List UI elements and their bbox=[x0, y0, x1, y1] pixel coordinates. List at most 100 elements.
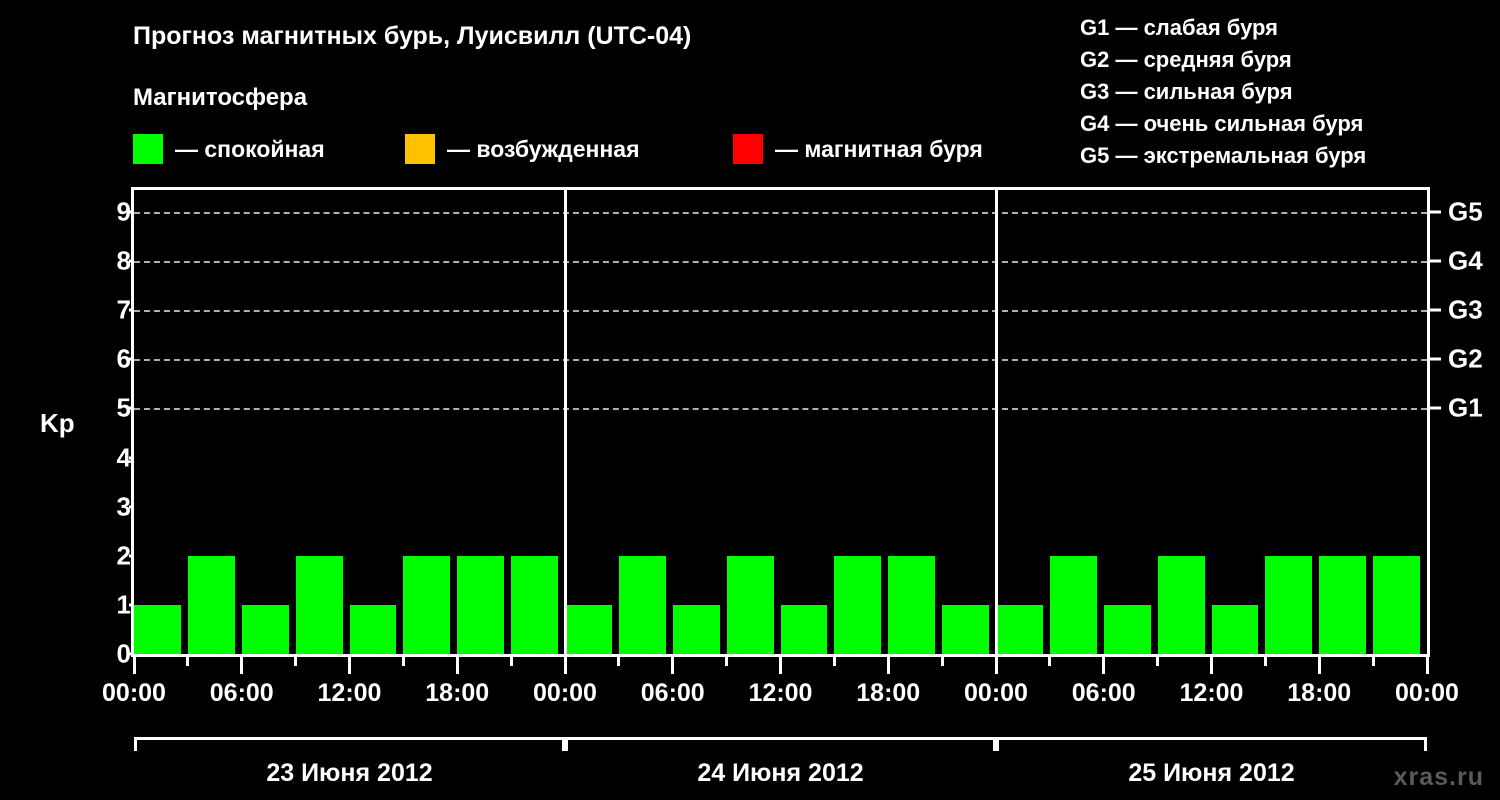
day-bracket bbox=[996, 737, 1427, 751]
x-tick-major bbox=[994, 657, 998, 674]
x-tick-label: 06:00 bbox=[640, 679, 705, 707]
g-tick-G3 bbox=[1429, 308, 1441, 312]
day-label: 24 Июня 2012 bbox=[697, 759, 864, 787]
storm-scale-line-4: G4 — очень сильная буря bbox=[1080, 111, 1364, 136]
day-bracket bbox=[565, 737, 996, 751]
legend-item-1: — возбужденная bbox=[405, 133, 640, 165]
x-tick-major bbox=[671, 657, 675, 674]
bar bbox=[618, 555, 666, 654]
y-axis-right: G1 G2 G3 G4 G5 bbox=[1429, 187, 1500, 657]
x-tick-label: 00:00 bbox=[102, 679, 166, 707]
legend-label: — магнитная буря bbox=[775, 135, 983, 162]
page-title: Прогноз магнитных бурь, Луисвилл (UTC-04… bbox=[133, 22, 692, 50]
bar bbox=[349, 604, 397, 654]
x-tick-minor bbox=[1048, 657, 1052, 666]
bar bbox=[780, 604, 828, 654]
x-tick-minor bbox=[940, 657, 944, 666]
y-tick-label-1: 1 bbox=[116, 589, 131, 620]
x-tick-major bbox=[779, 657, 782, 674]
bar bbox=[134, 604, 181, 654]
x-tick-minor bbox=[1156, 657, 1160, 666]
bar bbox=[1211, 604, 1259, 654]
bar bbox=[1319, 555, 1367, 654]
storm-scale-legend: G1 — слабая буря G2 — средняя буря G3 — си… bbox=[1080, 12, 1500, 172]
x-tick-major bbox=[455, 657, 459, 674]
x-tick-major bbox=[886, 657, 890, 674]
x-tick-minor bbox=[832, 657, 836, 666]
legend-swatch-icon bbox=[133, 134, 163, 164]
bar bbox=[1049, 555, 1097, 654]
plot-area bbox=[131, 187, 1430, 657]
bar bbox=[403, 555, 451, 654]
bar bbox=[511, 555, 558, 654]
bar bbox=[457, 555, 505, 654]
y-axis-caption: Kp bbox=[40, 408, 75, 438]
x-tick-major bbox=[563, 657, 567, 674]
storm-scale-line-3: G3 — сильная буря bbox=[1080, 79, 1293, 104]
g-tick-G4 bbox=[1429, 259, 1441, 263]
bar bbox=[1103, 604, 1151, 654]
legend-swatch-icon bbox=[405, 134, 435, 164]
bar bbox=[1373, 555, 1420, 654]
y-tick-label-3: 3 bbox=[116, 491, 131, 522]
x-tick-minor bbox=[725, 657, 729, 666]
gridline-kp-8 bbox=[134, 261, 1427, 264]
x-tick-label: 18:00 bbox=[425, 679, 490, 707]
x-tick-minor bbox=[186, 657, 190, 666]
bar bbox=[996, 604, 1043, 654]
y-tick-label-9: 9 bbox=[116, 196, 131, 227]
legend-item-2: — магнитная буря bbox=[733, 133, 983, 165]
gridline-kp-7 bbox=[134, 310, 1427, 313]
bar bbox=[888, 555, 936, 654]
legend-label: — возбужденная bbox=[447, 135, 640, 162]
x-tick-major bbox=[240, 657, 244, 674]
storm-scale-line-1: G1 — слабая буря bbox=[1080, 15, 1279, 40]
x-tick-major bbox=[132, 657, 136, 674]
bar bbox=[187, 555, 235, 654]
x-tick-label: 00:00 bbox=[964, 679, 1028, 707]
g-tick-G1 bbox=[1429, 406, 1441, 410]
bar bbox=[1265, 555, 1313, 654]
gridline-kp-9 bbox=[134, 212, 1427, 215]
bar bbox=[942, 604, 989, 654]
x-tick-label: 12:00 bbox=[748, 679, 813, 707]
storm-scale-line-2: G2 — средняя буря bbox=[1080, 47, 1292, 72]
y-tick-label-4: 4 bbox=[116, 442, 131, 473]
bar bbox=[565, 604, 612, 654]
y-tick-label-6: 6 bbox=[116, 343, 131, 374]
bar bbox=[726, 555, 774, 654]
day-label: 23 Июня 2012 bbox=[266, 759, 433, 787]
g-tick-label-G3: G3 bbox=[1448, 294, 1483, 325]
day-label: 25 Июня 2012 bbox=[1128, 759, 1295, 787]
g-tick-label-G5: G5 bbox=[1448, 196, 1483, 227]
magnetosphere-heading: Магнитосфера bbox=[133, 84, 308, 111]
bar bbox=[295, 555, 343, 654]
gridline-kp-5 bbox=[134, 408, 1427, 411]
day-separator bbox=[994, 190, 998, 654]
x-tick-minor bbox=[617, 657, 621, 666]
g-tick-label-G4: G4 bbox=[1448, 245, 1483, 276]
g-tick-label-G1: G1 bbox=[1448, 392, 1483, 423]
x-tick-label: 00:00 bbox=[1395, 679, 1459, 707]
g-tick-label-G2: G2 bbox=[1448, 343, 1483, 374]
x-tick-label: 06:00 bbox=[1071, 679, 1136, 707]
y-axis-left: 0 1 2 3 4 5 6 7 8 9 bbox=[75, 187, 141, 669]
bar bbox=[672, 604, 720, 654]
y-tick-label-5: 5 bbox=[116, 392, 131, 423]
x-tick-major bbox=[1102, 657, 1106, 674]
bar bbox=[241, 604, 289, 654]
storm-scale-line-5: G5 — экстремальная буря bbox=[1080, 143, 1367, 168]
legend-swatch-icon bbox=[733, 134, 763, 164]
x-axis: 00:00 06:00 12:00 18:00 00:00 06:00 12:00 18:00… bbox=[102, 657, 1459, 727]
x-tick-label: 06:00 bbox=[209, 679, 274, 707]
x-tick-label: 18:00 bbox=[1287, 679, 1352, 707]
x-tick-major bbox=[1317, 657, 1321, 674]
legend-label: — спокойная bbox=[175, 135, 325, 162]
x-tick-minor bbox=[509, 657, 513, 666]
day-brackets: 23 Июня 2012 24 Июня 2012 25 Июня 2012 bbox=[131, 737, 1430, 793]
g-tick-G5 bbox=[1429, 210, 1441, 214]
x-tick-major bbox=[1425, 657, 1429, 674]
x-tick-minor bbox=[1263, 657, 1267, 666]
x-tick-minor bbox=[294, 657, 298, 666]
